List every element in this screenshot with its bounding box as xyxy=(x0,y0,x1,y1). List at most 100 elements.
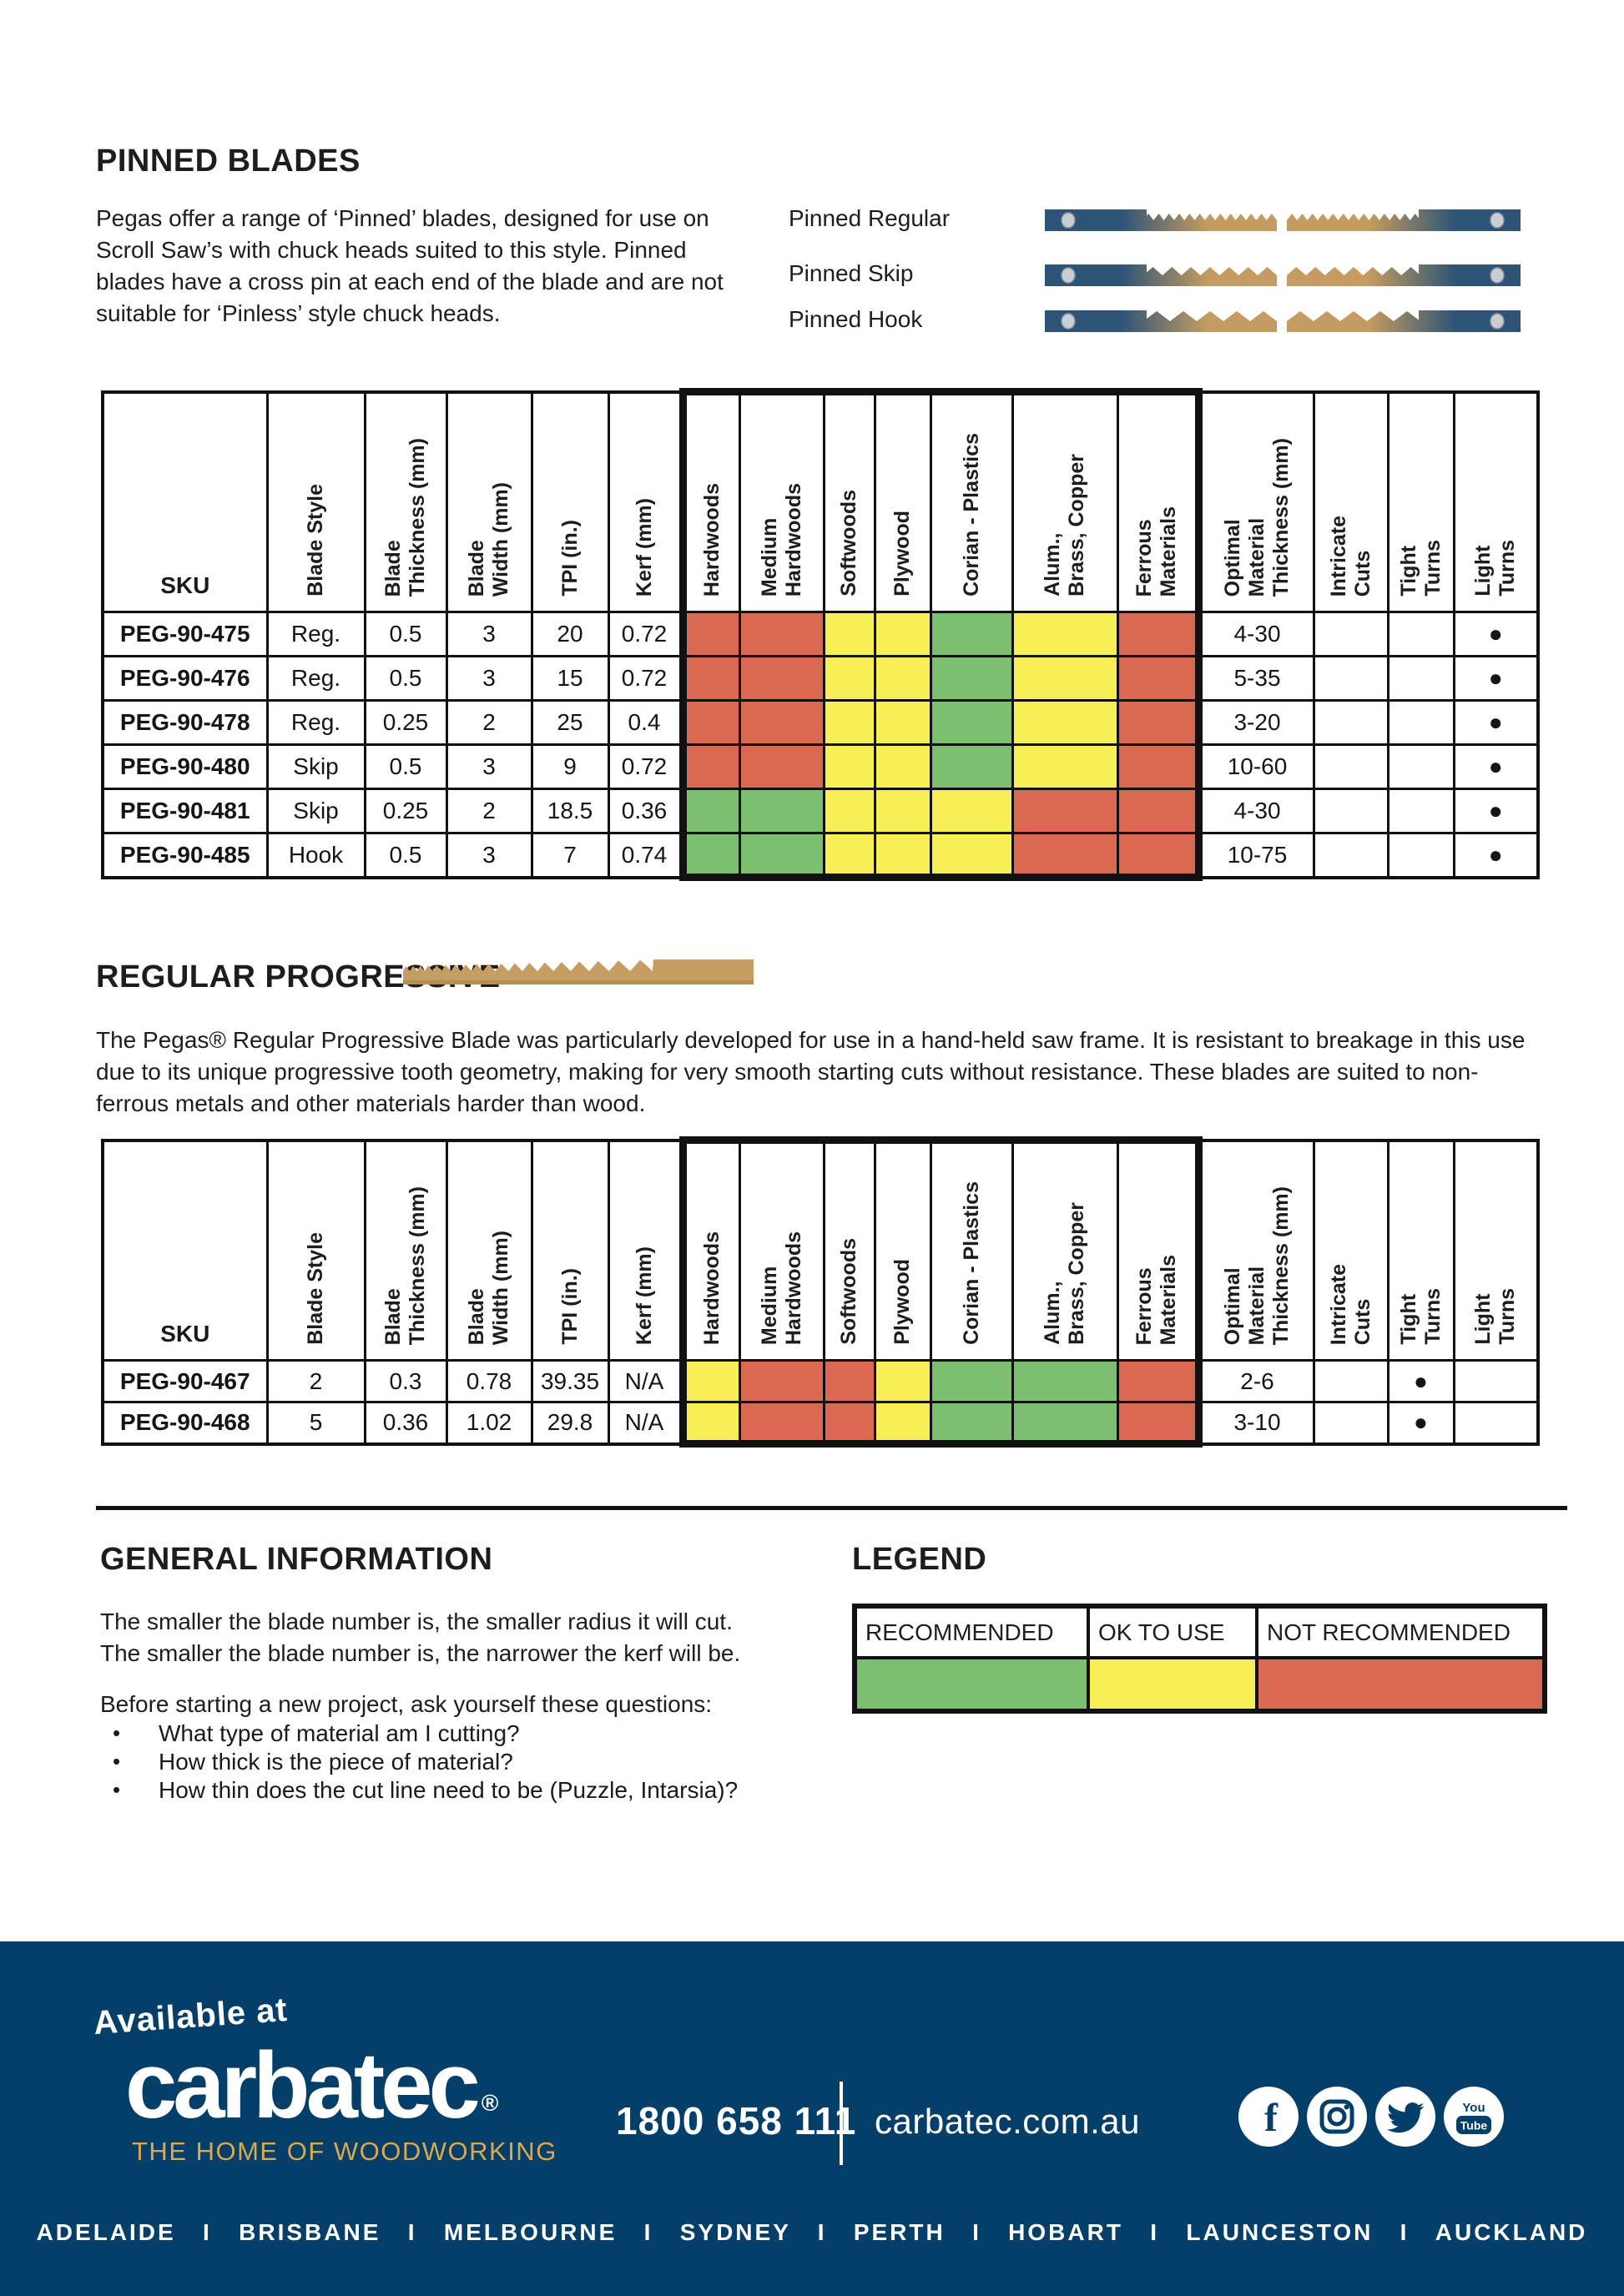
intricate-cuts-cell xyxy=(1312,743,1389,790)
pinned-regular-blade-image xyxy=(1045,206,1522,239)
legend-title: LEGEND xyxy=(852,1542,987,1577)
general-info-line1: The smaller the blade number is, the sma… xyxy=(100,1609,733,1634)
legend-color-row xyxy=(853,1656,1546,1713)
intricate-cuts-cell xyxy=(1312,788,1389,834)
progressive-blades-table: SKU Blade Style Blade Thickness (mm) Blade … xyxy=(101,1136,1540,1448)
spec-cell: 2 xyxy=(445,788,533,834)
rating-cell-nr xyxy=(738,1359,825,1403)
rating-cell-ok xyxy=(873,611,932,657)
spec-cell: 18.5 xyxy=(530,788,610,834)
rating-cell-ok xyxy=(822,788,876,834)
rating-cell-ok xyxy=(873,1401,932,1448)
column-header: Corian - Plastics xyxy=(929,388,1014,613)
column-header: Tight Turns xyxy=(1386,1139,1455,1362)
optimal-thickness-cell: 10-60 xyxy=(1197,743,1315,790)
tight-turns-cell xyxy=(1386,788,1455,834)
rating-cell-ok xyxy=(1011,611,1119,657)
blade-label-pinned-skip: Pinned Skip xyxy=(789,260,914,286)
spec-cell: 0.78 xyxy=(445,1359,533,1403)
rating-cell-rec xyxy=(929,1359,1014,1403)
svg-text:Tube: Tube xyxy=(1460,2119,1488,2132)
spec-cell: Skip xyxy=(265,743,366,790)
legend-color-ok xyxy=(1087,1656,1258,1713)
table-row: PEG-90-478 Reg. 0.25 2 25 0.4 3-20 ● xyxy=(101,699,1540,746)
rating-cell-nr xyxy=(822,1401,876,1448)
bullet-dot-icon: • xyxy=(113,1777,121,1802)
regular-progressive-description: The Pegas® Regular Progressive Blade was… xyxy=(96,1027,1526,1116)
phone-number: 1800 658 111 xyxy=(616,2099,857,2142)
spec-cell: 39.35 xyxy=(530,1359,610,1403)
spec-cell: N/A xyxy=(607,1359,684,1403)
rating-cell-nr xyxy=(1116,743,1203,790)
instagram-icon xyxy=(1306,2086,1368,2147)
spec-cell: 20 xyxy=(530,611,610,657)
rating-cell-nr xyxy=(1116,788,1203,834)
rating-cell-nr xyxy=(738,655,825,702)
spec-cell: 0.72 xyxy=(607,743,684,790)
rating-cell-ok xyxy=(873,743,932,790)
column-header: Blade Style xyxy=(265,390,366,613)
bullet-text: What type of material am I cutting? xyxy=(159,1720,520,1746)
sku-cell: PEG-90-485 xyxy=(101,832,269,879)
rating-cell-rec xyxy=(929,699,1014,746)
column-header: Optimal Material Thickness (mm) xyxy=(1197,1139,1315,1362)
spec-cell: 0.36 xyxy=(607,788,684,834)
rating-cell-ok xyxy=(822,832,876,881)
spec-cell: 0.5 xyxy=(363,611,448,657)
optimal-thickness-cell: 3-20 xyxy=(1197,699,1315,746)
column-header: Softwoods xyxy=(822,1136,876,1362)
rating-cell-nr xyxy=(1116,832,1203,881)
rating-cell-ok xyxy=(873,1359,932,1403)
spec-cell: 3 xyxy=(445,832,533,879)
brand-tagline: THE HOME OF WOODWORKING xyxy=(132,2137,557,2166)
pinned-blades-table: SKU Blade Style Blade Thickness (mm) Blade … xyxy=(101,388,1540,881)
optimal-thickness-cell: 2-6 xyxy=(1197,1359,1315,1403)
bullet-text: How thick is the piece of material? xyxy=(159,1749,513,1775)
legend-color-nr xyxy=(1255,1656,1546,1713)
blade-label-pinned-regular: Pinned Regular xyxy=(789,205,951,231)
column-header: Hardwoods xyxy=(678,1136,741,1362)
section-divider-line xyxy=(96,1506,1567,1510)
website-url: carbatec.com.au xyxy=(875,2102,1140,2141)
carbatec-logo: carbatec ® xyxy=(125,2032,498,2139)
legend-label: RECOMMENDED xyxy=(853,1604,1090,1659)
spec-cell: 0.4 xyxy=(607,699,684,746)
spec-cell: Hook xyxy=(265,832,366,879)
spec-cell: Reg. xyxy=(265,655,366,702)
spec-cell: 1.02 xyxy=(445,1401,533,1445)
rating-cell-nr xyxy=(1011,788,1119,834)
tight-turns-cell: ● xyxy=(1386,1401,1455,1445)
column-header: Kerf (mm) xyxy=(607,1139,684,1362)
spec-cell: 0.36 xyxy=(363,1401,448,1445)
rating-cell-rec xyxy=(738,832,825,881)
table-row: PEG-90-468 5 0.36 1.02 29.8 N/A 3-10 ● xyxy=(101,1401,1540,1448)
spec-cell: N/A xyxy=(607,1401,684,1445)
legend-color-rec xyxy=(853,1656,1090,1713)
tight-turns-cell xyxy=(1386,655,1455,702)
bullet-dot-icon: • xyxy=(113,1749,121,1774)
spec-cell: 0.5 xyxy=(363,832,448,879)
bullet-dot-icon: • xyxy=(113,1720,121,1745)
intricate-cuts-cell xyxy=(1312,1359,1389,1403)
spec-cell: 25 xyxy=(530,699,610,746)
general-info-line2: The smaller the blade number is, the nar… xyxy=(100,1640,741,1666)
column-header: Kerf (mm) xyxy=(607,390,684,613)
column-header: Medium Hardwoods xyxy=(738,1136,825,1362)
column-header: Hardwoods xyxy=(678,388,741,613)
rating-cell-rec xyxy=(678,832,741,881)
rating-cell-rec xyxy=(929,743,1014,790)
header-row: SKU Blade Style Blade Thickness (mm) Blade … xyxy=(101,388,1540,613)
footer-divider xyxy=(840,2082,843,2165)
table-row: PEG-90-467 2 0.3 0.78 39.35 N/A 2-6 ● xyxy=(101,1359,1540,1403)
rating-cell-ok xyxy=(822,743,876,790)
rating-cell-rec xyxy=(738,788,825,834)
rating-cell-nr xyxy=(1116,699,1203,746)
spec-cell: Reg. xyxy=(265,699,366,746)
tight-turns-cell xyxy=(1386,699,1455,746)
rating-cell-nr xyxy=(1116,611,1203,657)
column-header-sku: SKU xyxy=(101,1139,269,1362)
rating-cell-nr xyxy=(738,743,825,790)
rating-cell-rec xyxy=(1011,1359,1119,1403)
spec-cell: 9 xyxy=(530,743,610,790)
